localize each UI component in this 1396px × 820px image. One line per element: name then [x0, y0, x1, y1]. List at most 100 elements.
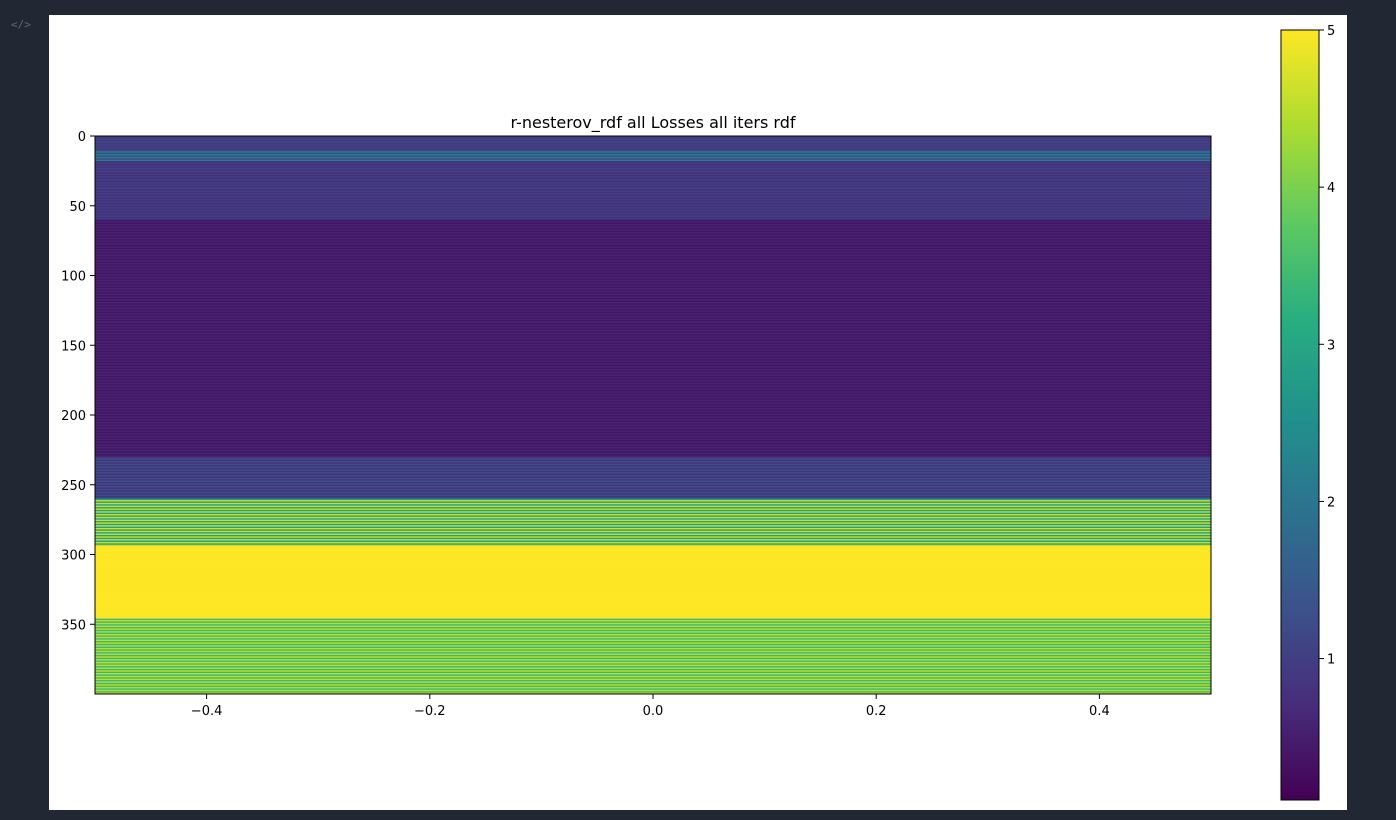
heatmap-row	[95, 632, 1211, 635]
heatmap-row	[95, 313, 1211, 315]
heatmap-row	[95, 262, 1211, 265]
heatmap-row	[95, 645, 1211, 647]
heatmap-row	[95, 495, 1211, 498]
heatmap-row	[95, 321, 1211, 324]
heatmap-row	[95, 523, 1211, 526]
heatmap-row	[95, 342, 1211, 345]
heatmap-row	[95, 494, 1211, 497]
heatmap-row	[95, 682, 1211, 685]
heatmap-row	[95, 175, 1211, 177]
heatmap-row	[95, 392, 1211, 395]
heatmap-row	[95, 391, 1211, 394]
heatmap-row	[95, 371, 1211, 374]
heatmap-row	[95, 374, 1211, 377]
heatmap-row	[95, 539, 1211, 541]
heatmap-row	[95, 567, 1211, 569]
heatmap-row	[95, 512, 1211, 515]
heatmap-row	[95, 163, 1211, 166]
code-icon[interactable]: </>	[11, 18, 31, 31]
heatmap-row	[95, 182, 1211, 184]
heatmap-row	[95, 389, 1211, 392]
heatmap-row	[95, 200, 1211, 202]
heatmap-row	[95, 380, 1211, 382]
heatmap-row	[95, 147, 1211, 149]
x-tick-label: 0.0	[643, 704, 664, 719]
heatmap-row	[95, 649, 1211, 652]
heatmap-row	[95, 304, 1211, 307]
heatmap-row	[95, 674, 1211, 677]
heatmap-row	[95, 267, 1211, 269]
y-tick-label: 350	[61, 618, 86, 633]
heatmap-row	[95, 242, 1211, 244]
heatmap-row	[95, 667, 1211, 670]
heatmap-row	[95, 569, 1211, 572]
heatmap-row	[95, 398, 1211, 401]
heatmap-row	[95, 560, 1211, 562]
heatmap-row	[95, 601, 1211, 604]
heatmap-row	[95, 190, 1211, 193]
heatmap-row	[95, 484, 1211, 487]
heatmap-row	[95, 587, 1211, 590]
heatmap-row	[95, 288, 1211, 290]
heatmap-row	[95, 685, 1211, 688]
heatmap-row	[95, 381, 1211, 384]
heatmap-row	[95, 300, 1211, 303]
heatmap-row	[95, 635, 1211, 638]
heatmap-row	[95, 452, 1211, 455]
heatmap-row	[95, 243, 1211, 246]
heatmap-row	[95, 594, 1211, 597]
heatmap-row	[95, 275, 1211, 278]
x-tick-label: −0.4	[191, 704, 223, 719]
heatmap-row	[95, 647, 1211, 650]
heatmap-row	[95, 339, 1211, 342]
heatmap-row	[95, 324, 1211, 327]
heatmap-row	[95, 240, 1211, 243]
heatmap-row	[95, 180, 1211, 183]
heatmap-row	[95, 417, 1211, 420]
heatmap-row	[95, 363, 1211, 366]
chart-title: r-nesterov_rdf all Losses all iters rdf	[511, 113, 796, 133]
heatmap-row	[95, 618, 1211, 621]
heatmap-row	[95, 537, 1211, 540]
heatmap-row	[95, 680, 1211, 682]
heatmap-row	[95, 474, 1211, 477]
heatmap-row	[95, 331, 1211, 334]
heatmap-row	[95, 444, 1211, 447]
heatmap-row	[95, 395, 1211, 398]
heatmap-row	[95, 264, 1211, 267]
heatmap-row	[95, 426, 1211, 428]
heatmap-row	[95, 335, 1211, 338]
heatmap-row	[95, 660, 1211, 663]
heatmap-row	[95, 653, 1211, 656]
heatmap-row	[95, 268, 1211, 271]
heatmap-row	[95, 221, 1211, 223]
colorbar-tick-label: 5	[1327, 24, 1335, 39]
heatmap-row	[95, 176, 1211, 179]
heatmap-row	[95, 493, 1211, 495]
heatmap-row	[95, 508, 1211, 511]
heatmap-row	[95, 585, 1211, 587]
heatmap-row	[95, 201, 1211, 204]
heatmap-row	[95, 599, 1211, 601]
heatmap-row	[95, 477, 1211, 480]
heatmap-row	[95, 168, 1211, 170]
heatmap-row	[95, 402, 1211, 405]
heatmap-row	[95, 211, 1211, 214]
heatmap-row	[95, 646, 1211, 649]
heatmap-row	[95, 488, 1211, 491]
heatmap-row	[95, 441, 1211, 444]
heatmap-row	[95, 364, 1211, 367]
heatmap-row	[95, 401, 1211, 403]
heatmap-row	[95, 593, 1211, 596]
heatmap-row	[95, 610, 1211, 613]
heatmap-row	[95, 546, 1211, 548]
heatmap-row	[95, 462, 1211, 465]
heatmap-row	[95, 423, 1211, 426]
heatmap-row	[95, 166, 1211, 169]
heatmap-row	[95, 399, 1211, 402]
heatmap-row	[95, 615, 1211, 618]
heatmap-row	[95, 212, 1211, 215]
heatmap-row	[95, 282, 1211, 285]
heatmap-row	[95, 205, 1211, 208]
heatmap-row	[95, 283, 1211, 286]
